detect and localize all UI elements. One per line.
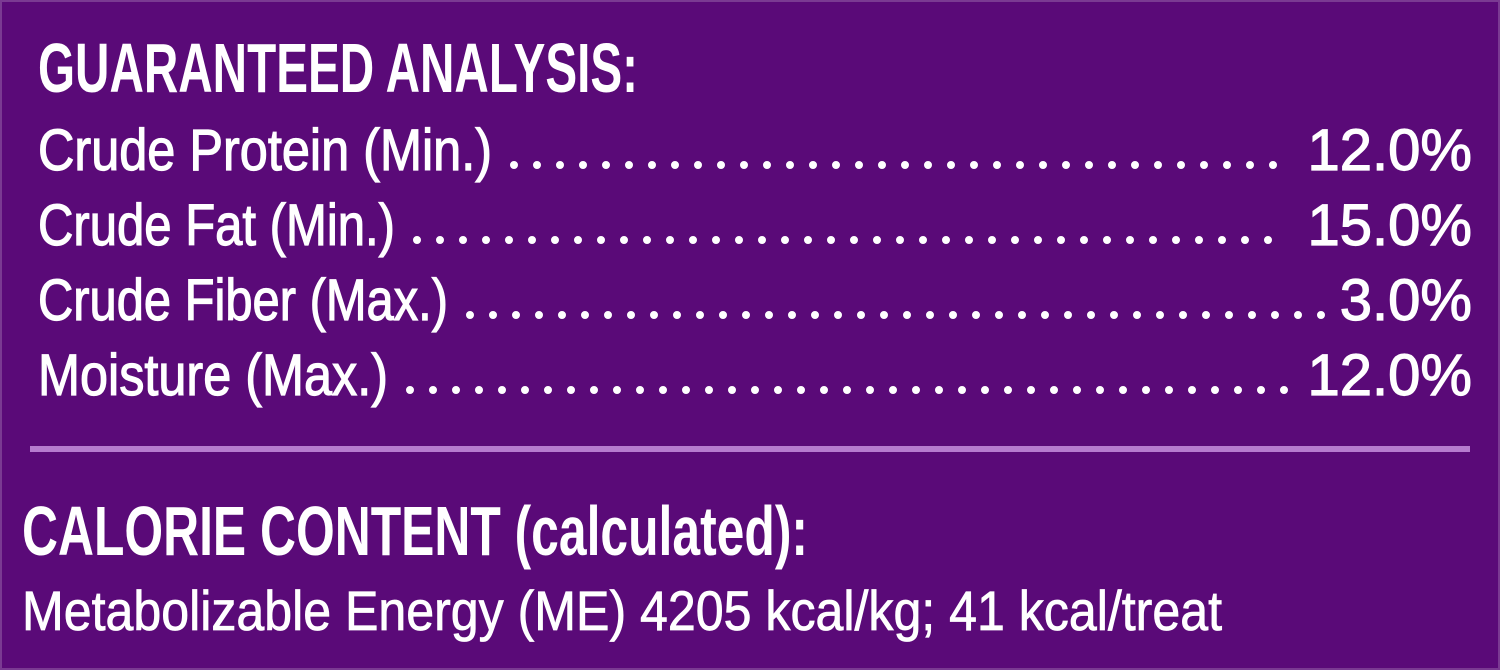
row-label: Moisture (Max.) — [38, 343, 388, 408]
analysis-rows: Crude Protein (Min.) 12.0% Crude Fat (Min.… — [37, 117, 1472, 408]
row-label: Crude Protein (Min.) — [38, 118, 492, 183]
row-value: 12.0% — [1308, 343, 1472, 408]
calorie-title: CALORIE CONTENT (calculated): — [22, 492, 808, 570]
calorie-text: Metabolizable Energy (ME) 4205 kcal/kg; … — [22, 579, 1222, 642]
row-label: Crude Fiber (Max.) — [38, 268, 448, 333]
row-label: Crude Fat (Min.) — [38, 193, 395, 258]
divider — [30, 446, 1470, 452]
analysis-title: GUARANTEED ANALYSIS: — [38, 29, 638, 107]
row-value: 3.0% — [1340, 268, 1472, 333]
row-value: 12.0% — [1308, 118, 1472, 183]
row-value: 15.0% — [1308, 193, 1472, 258]
